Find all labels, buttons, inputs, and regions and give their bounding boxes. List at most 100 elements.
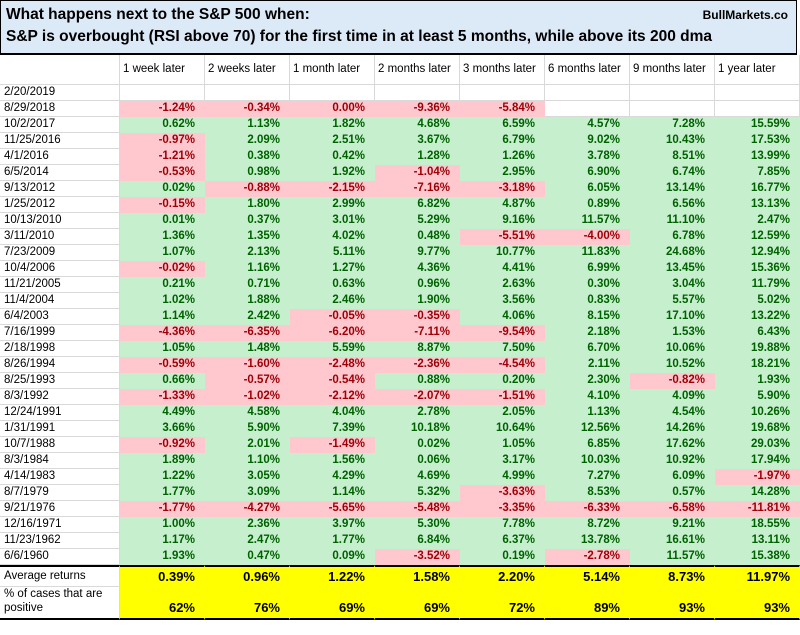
- return-cell: [545, 101, 630, 117]
- return-cell: 4.69%: [375, 469, 460, 485]
- average-returns-row: Average returns 0.39% 0.96% 1.22% 1.58% 2.20%…: [0, 565, 800, 587]
- return-cell: -3.35%: [460, 501, 545, 517]
- return-cell: [120, 85, 205, 101]
- date-cell: 8/26/1994: [0, 357, 120, 373]
- return-cell: 1.77%: [120, 485, 205, 501]
- date-cell: 4/14/1983: [0, 469, 120, 485]
- return-cell: [290, 85, 375, 101]
- return-cell: 6.82%: [375, 197, 460, 213]
- table-row: 3/11/2010 1.36% 1.35% 4.02% 0.48% -5.51% -4.00…: [0, 229, 800, 245]
- return-cell: 13.11%: [715, 533, 800, 549]
- return-cell: 3.09%: [205, 485, 290, 501]
- return-cell: 8.51%: [630, 149, 715, 165]
- returns-table: 1 week later 2 weeks later 1 month later 2 …: [0, 55, 800, 620]
- date-cell: 11/4/2004: [0, 293, 120, 309]
- summary-value-cell: 72%: [460, 587, 545, 620]
- return-cell: 5.02%: [715, 293, 800, 309]
- return-cell: 1.13%: [205, 117, 290, 133]
- summary-value-cell: 93%: [715, 587, 800, 620]
- return-cell: 4.41%: [460, 261, 545, 277]
- date-cell: 10/13/2010: [0, 213, 120, 229]
- return-cell: 1.13%: [545, 405, 630, 421]
- return-cell: 0.71%: [205, 277, 290, 293]
- return-cell: 1.28%: [375, 149, 460, 165]
- return-cell: 1.82%: [290, 117, 375, 133]
- return-cell: -9.54%: [460, 325, 545, 341]
- return-cell: 5.59%: [290, 341, 375, 357]
- return-cell: 5.29%: [375, 213, 460, 229]
- summary-label: % of cases that are positive: [0, 587, 120, 620]
- return-cell: 13.99%: [715, 149, 800, 165]
- return-cell: 5.90%: [205, 421, 290, 437]
- table-row: 6/6/1960 1.93% 0.47% 0.09% -3.52% 0.19% -2.78%…: [0, 549, 800, 565]
- date-cell: 6/6/1960: [0, 549, 120, 565]
- return-cell: 6.84%: [375, 533, 460, 549]
- return-cell: 0.96%: [375, 277, 460, 293]
- return-cell: 12.94%: [715, 245, 800, 261]
- date-cell: 8/7/1979: [0, 485, 120, 501]
- return-cell: 1.26%: [460, 149, 545, 165]
- return-cell: [715, 85, 800, 101]
- return-cell: 1.88%: [205, 293, 290, 309]
- return-cell: 16.61%: [630, 533, 715, 549]
- return-cell: 10.77%: [460, 245, 545, 261]
- date-cell: 1/25/2012: [0, 197, 120, 213]
- table-row: 8/3/1992 -1.33% -1.02% -2.12% -2.07% -1.51% 4.…: [0, 389, 800, 405]
- table-row: 12/16/1971 1.00% 2.36% 3.97% 5.30% 7.78% 8.72%…: [0, 517, 800, 533]
- return-cell: 1.02%: [120, 293, 205, 309]
- return-cell: 5.11%: [290, 245, 375, 261]
- return-cell: -5.65%: [290, 501, 375, 517]
- return-cell: 1.80%: [205, 197, 290, 213]
- return-cell: 8.15%: [545, 309, 630, 325]
- date-cell: 8/3/1984: [0, 453, 120, 469]
- return-cell: 19.68%: [715, 421, 800, 437]
- table-row: 10/2/2017 0.62% 1.13% 1.82% 4.68% 6.59% 4.57% 7…: [0, 117, 800, 133]
- return-cell: -1.33%: [120, 389, 205, 405]
- return-cell: -1.49%: [290, 437, 375, 453]
- return-cell: -0.05%: [290, 309, 375, 325]
- date-cell: 9/13/2012: [0, 181, 120, 197]
- return-cell: 6.79%: [460, 133, 545, 149]
- return-cell: 3.78%: [545, 149, 630, 165]
- return-cell: 1.35%: [205, 229, 290, 245]
- title-block: What happens next to the S&P 500 when: B…: [0, 0, 797, 55]
- return-cell: 4.36%: [375, 261, 460, 277]
- return-cell: 14.26%: [630, 421, 715, 437]
- return-cell: -9.36%: [375, 101, 460, 117]
- return-cell: [715, 101, 800, 117]
- return-cell: 18.55%: [715, 517, 800, 533]
- date-cell: 9/21/1976: [0, 501, 120, 517]
- summary-value-cell: 69%: [290, 587, 375, 620]
- return-cell: 3.66%: [120, 421, 205, 437]
- return-cell: 0.20%: [460, 373, 545, 389]
- table-row: 10/13/2010 0.01% 0.37% 3.01% 5.29% 9.16% 11.57…: [0, 213, 800, 229]
- return-cell: 4.87%: [460, 197, 545, 213]
- return-cell: -5.84%: [460, 101, 545, 117]
- return-cell: 11.10%: [630, 213, 715, 229]
- return-cell: 6.90%: [545, 165, 630, 181]
- return-cell: 6.85%: [545, 437, 630, 453]
- return-cell: -6.58%: [630, 501, 715, 517]
- return-cell: 4.99%: [460, 469, 545, 485]
- column-header: 2 months later: [375, 55, 460, 85]
- return-cell: -0.59%: [120, 357, 205, 373]
- return-cell: 0.06%: [375, 453, 460, 469]
- summary-value-cell: 5.14%: [545, 565, 630, 587]
- return-cell: -1.24%: [120, 101, 205, 117]
- return-cell: -0.15%: [120, 197, 205, 213]
- return-cell: 1.92%: [290, 165, 375, 181]
- return-cell: 17.53%: [715, 133, 800, 149]
- percent-positive-row: % of cases that are positive 62% 76% 69% 69%…: [0, 587, 800, 620]
- column-header: 6 months later: [545, 55, 630, 85]
- return-cell: 4.58%: [205, 405, 290, 421]
- return-cell: 6.43%: [715, 325, 800, 341]
- return-cell: 1.14%: [120, 309, 205, 325]
- return-cell: -3.63%: [460, 485, 545, 501]
- return-cell: 0.01%: [120, 213, 205, 229]
- table-row: 11/21/2005 0.21% 0.71% 0.63% 0.96% 2.63% 0.30%…: [0, 277, 800, 293]
- return-cell: 10.18%: [375, 421, 460, 437]
- summary-value-cell: 8.73%: [630, 565, 715, 587]
- return-cell: 2.51%: [290, 133, 375, 149]
- return-cell: [545, 85, 630, 101]
- return-cell: 0.83%: [545, 293, 630, 309]
